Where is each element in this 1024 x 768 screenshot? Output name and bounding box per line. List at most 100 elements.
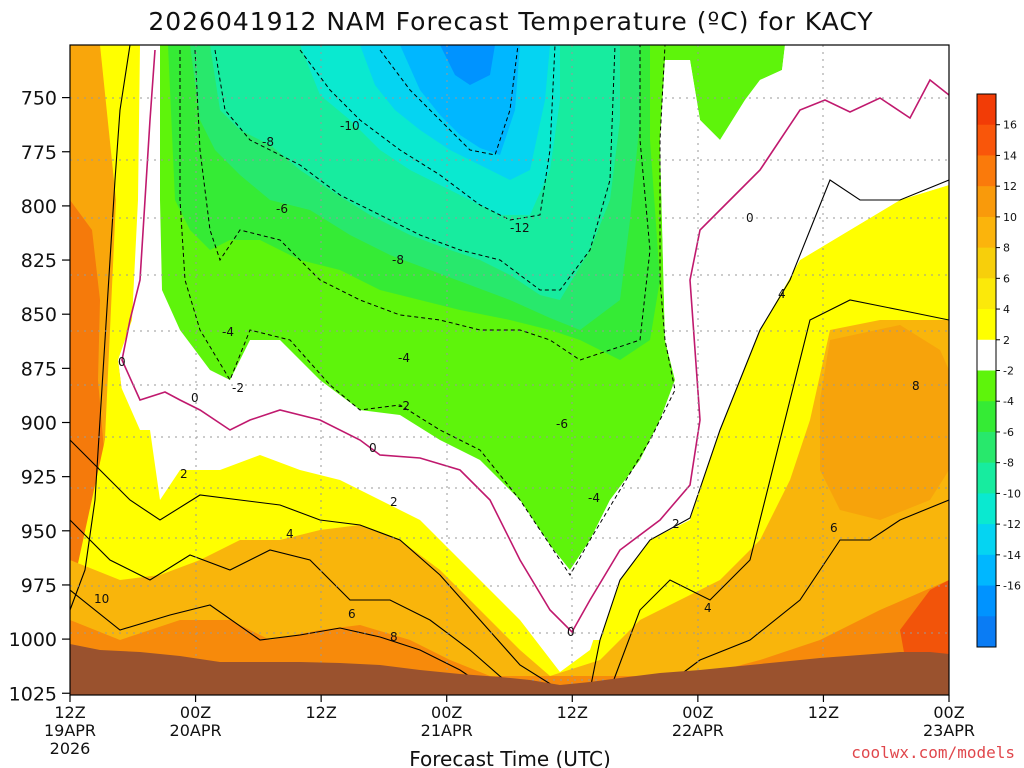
- band-orange-right-blob: [820, 325, 949, 520]
- x-tick-date: 20APR: [170, 721, 222, 740]
- colorbar-label: -14: [1003, 549, 1021, 562]
- contour-label-8: 8: [390, 630, 398, 644]
- contour-label-4: 4: [286, 527, 294, 541]
- contour-8: [70, 589, 491, 691]
- contour-label-0a: 0: [118, 355, 126, 369]
- x-tick-label: 00Z: [431, 703, 462, 722]
- contour-label--2b: -2: [398, 399, 410, 413]
- credit-text: coolwx.com/models: [851, 743, 1015, 762]
- y-tick-label: 750: [21, 88, 57, 110]
- colorbar-label: -4: [1003, 395, 1014, 408]
- contour-right-4: [609, 299, 949, 691]
- y-tick-label: 900: [21, 413, 57, 435]
- band-orange-low: [70, 320, 949, 695]
- colorbar-label: -8: [1003, 457, 1014, 470]
- y-tick-label: 1025: [9, 683, 57, 705]
- y-tick-label: 975: [21, 575, 57, 597]
- x-tick-date: 22APR: [672, 721, 724, 740]
- x-tick-year: 2026: [50, 739, 91, 758]
- contour-left-10: [70, 45, 131, 611]
- x-tick-label: 12Z: [54, 703, 85, 722]
- contour-label--10: -10: [340, 119, 360, 133]
- colorbar-label: 16: [1003, 119, 1017, 132]
- contour-label-2c: 2: [672, 517, 680, 531]
- plot-frame: [69, 44, 950, 696]
- contour-minus-12: [299, 45, 556, 221]
- colorbar-label: -12: [1003, 518, 1021, 531]
- contour-label-2b: 2: [390, 495, 398, 509]
- contour-label--8: -8: [262, 135, 274, 149]
- colorbar-label: 2: [1003, 334, 1010, 347]
- y-tick-label: 775: [21, 142, 57, 164]
- colorbar-swatch: [977, 94, 996, 126]
- colorbar-label: 12: [1003, 180, 1017, 193]
- x-tick-label: 00Z: [933, 703, 964, 722]
- contour-label-6: 6: [348, 607, 356, 621]
- contour-label--4: -4: [222, 325, 234, 339]
- chart-title: 2026041912 NAM Forecast Temperature (ºC)…: [148, 7, 873, 36]
- x-tick-label: 12Z: [305, 703, 336, 722]
- y-tick-label: 950: [21, 521, 57, 543]
- x-tick-date: 23APR: [923, 721, 975, 740]
- contour-label--6: -6: [276, 202, 288, 216]
- contour-right-6: [659, 499, 949, 691]
- negative-contours: [179, 45, 676, 576]
- colorbar-label: -16: [1003, 580, 1021, 593]
- contour-label-0c: 0: [369, 441, 377, 455]
- colorbar-label: 6: [1003, 272, 1010, 285]
- colorbar-swatch: [977, 155, 996, 187]
- colorbar-swatch: [977, 186, 996, 218]
- contour-minus-2: [179, 45, 676, 576]
- contour-label-0d: 0: [567, 625, 575, 639]
- contour-label-4c: 4: [778, 287, 786, 301]
- plot-area: [70, 45, 949, 695]
- contour-minus-8: [214, 45, 616, 291]
- x-tick-label: 12Z: [557, 703, 588, 722]
- contour-label--4c: -4: [588, 491, 600, 505]
- colorbar-swatch: [977, 493, 996, 525]
- contour-label-4b: 4: [704, 601, 712, 615]
- colorbar-swatch: [977, 401, 996, 433]
- contour-label-0e: 0: [746, 211, 754, 225]
- y-tick-label: 1000: [9, 629, 57, 651]
- colorbar-label: 4: [1003, 303, 1010, 316]
- colorbar-swatch: [977, 524, 996, 556]
- band-hot-right: [900, 580, 949, 660]
- contour-minus-4: [194, 45, 651, 361]
- contour-lines: [70, 45, 949, 691]
- y-tick-label: 800: [21, 196, 57, 218]
- x-tick-date: 21APR: [421, 721, 473, 740]
- colorbar-swatch: [977, 431, 996, 464]
- contour-label-2: 2: [180, 467, 188, 481]
- contour-label-10: 10: [94, 592, 109, 606]
- contour-label--8b: -8: [392, 253, 404, 267]
- y-tick-label: 850: [21, 304, 57, 326]
- contour-4: [70, 439, 561, 691]
- colorbar-swatch: [977, 124, 996, 156]
- colorbar-swatch: [977, 216, 996, 249]
- colorbar: 16 14 12 10 8 6 4 2 -2 -4 -6 -8 -10 -12 -14 -16: [976, 93, 1021, 648]
- contour-right-2: [589, 179, 949, 691]
- colorbar-swatch: [977, 616, 996, 648]
- band-near-zero: [570, 45, 949, 640]
- colorbar-label: 8: [1003, 242, 1010, 255]
- zero-degree-line: [121, 49, 949, 634]
- x-tick-date: 19APR: [44, 721, 96, 740]
- colorbar-swatch: [977, 554, 996, 587]
- colorbar-swatch: [977, 278, 996, 310]
- colorbar-label: -2: [1003, 365, 1014, 378]
- colorbar-label: 14: [1003, 149, 1017, 162]
- contour-6: [70, 519, 511, 686]
- y-tick-label: 875: [21, 358, 57, 380]
- y-tick-label: 825: [21, 250, 57, 272]
- contour-labels: -10 -8 -6 -8 -12 -4 -2 -4 -2 -6 -4 2 2 4…: [94, 119, 920, 644]
- colorbar-label: -6: [1003, 426, 1014, 439]
- band-deep-blue: [440, 45, 495, 85]
- x-tick-label: 12Z: [808, 703, 839, 722]
- x-axis-label: Forecast Time (UTC): [409, 747, 611, 768]
- contour-label--4b: -4: [398, 351, 410, 365]
- terrain-ground: [70, 644, 949, 695]
- contour-label-8b: 8: [912, 379, 920, 393]
- contour-label--2: -2: [232, 381, 244, 395]
